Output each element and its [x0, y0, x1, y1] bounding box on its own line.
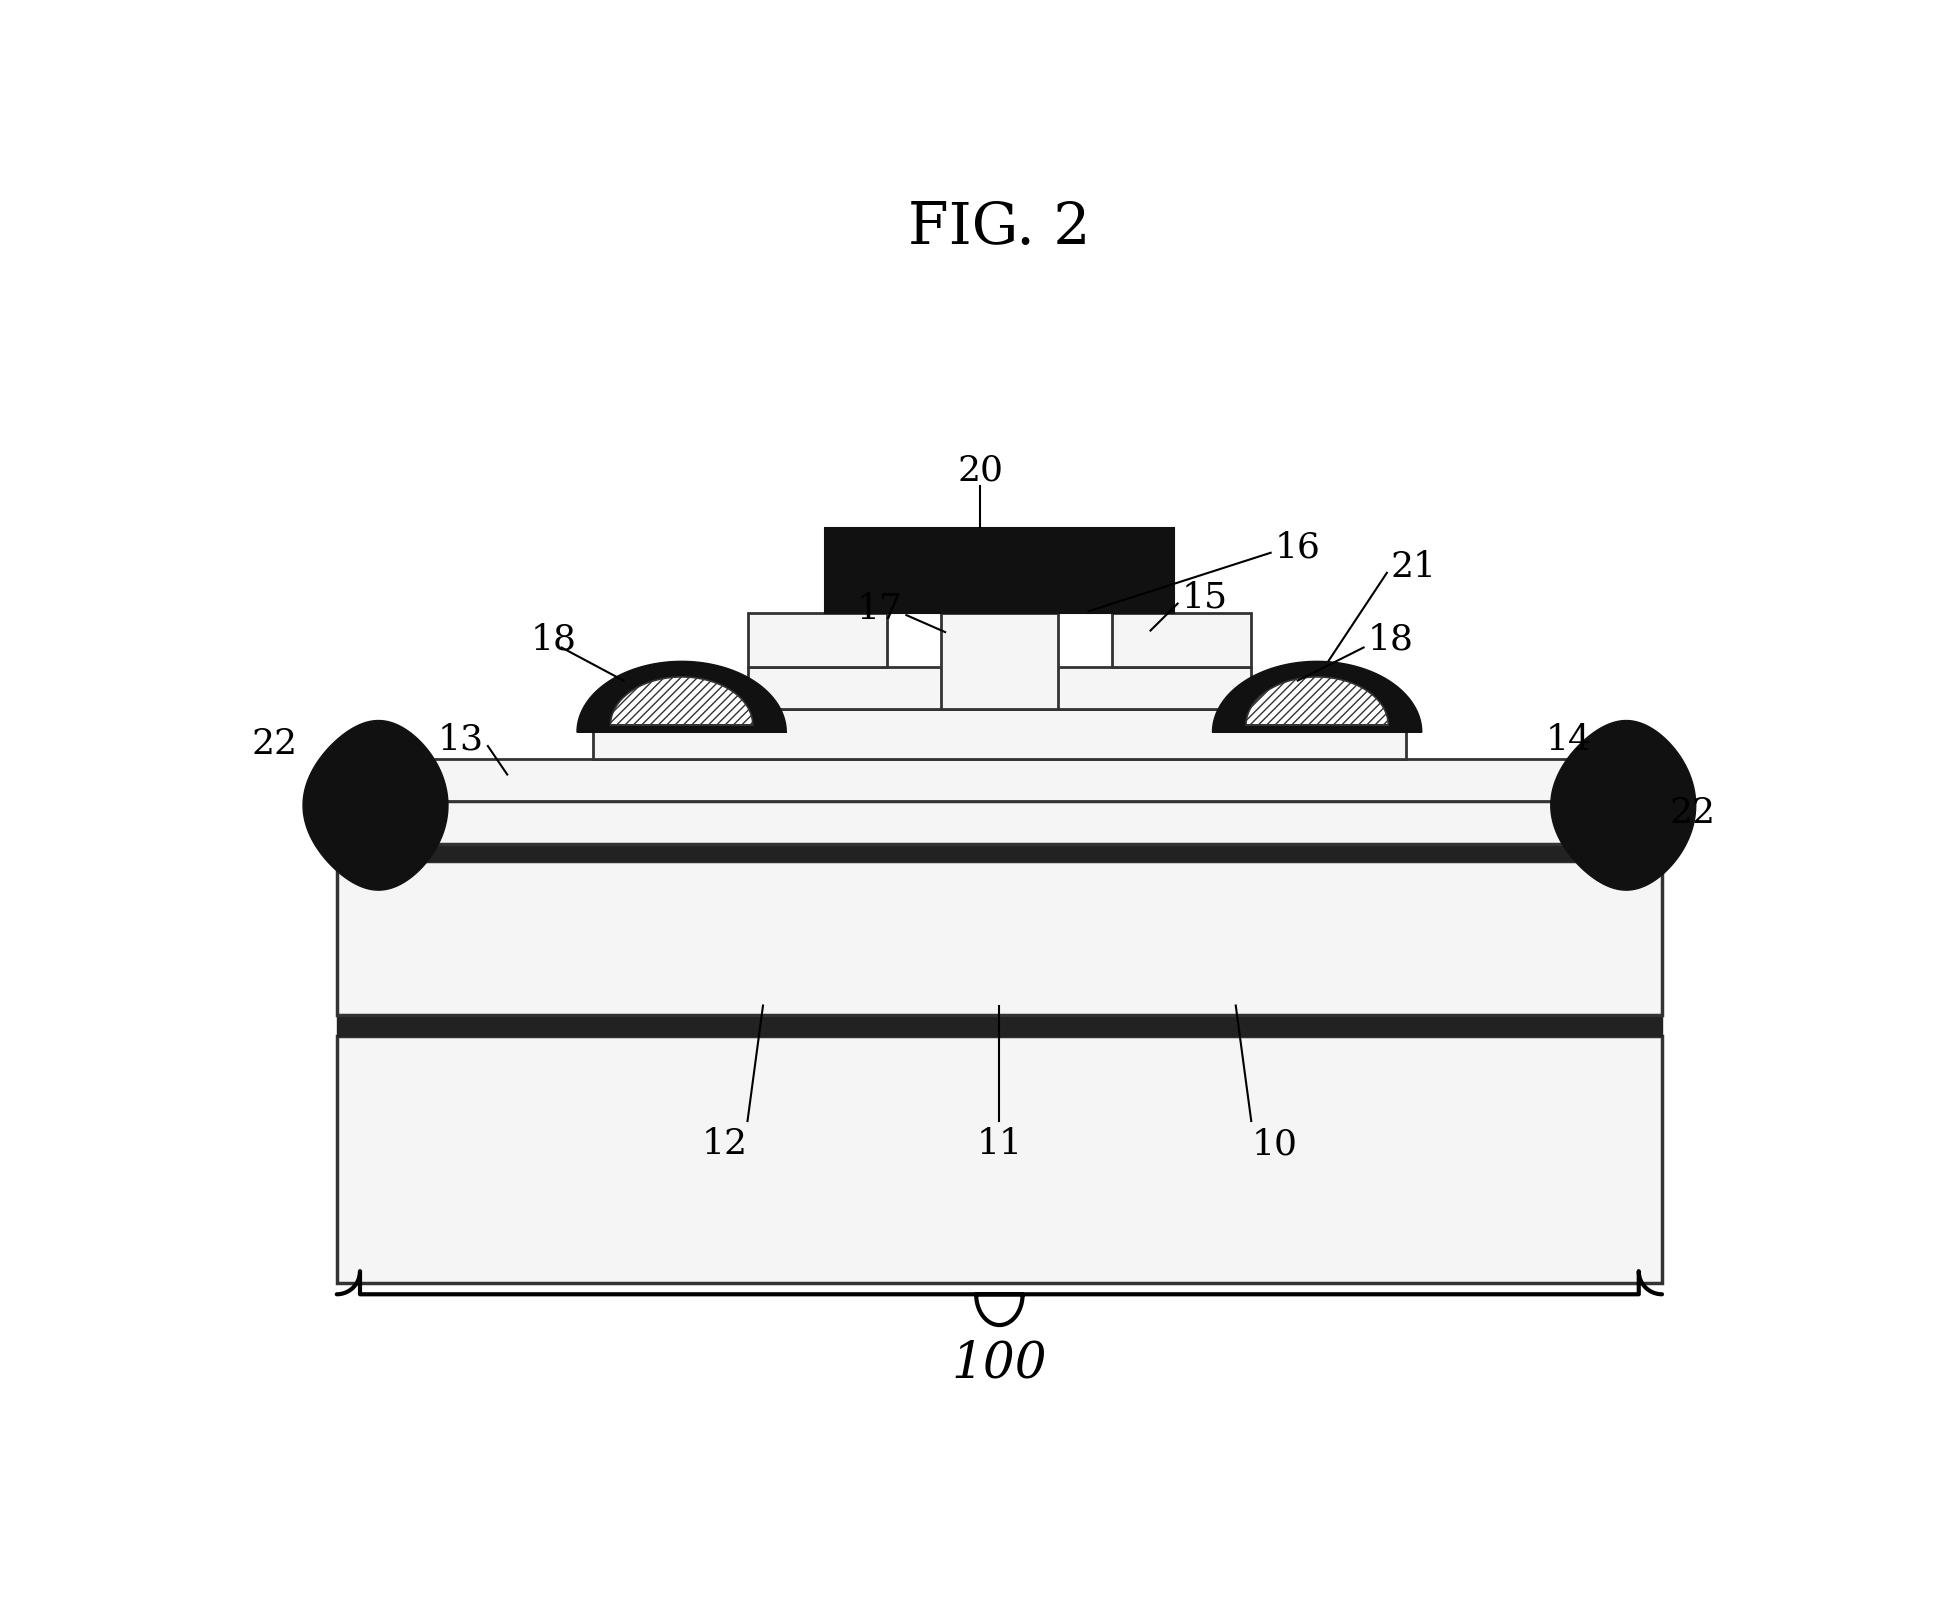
Polygon shape — [577, 661, 786, 731]
Text: FIG. 2: FIG. 2 — [909, 200, 1090, 256]
Polygon shape — [1246, 677, 1388, 725]
Bar — [747, 613, 887, 666]
Text: 13: 13 — [439, 723, 484, 757]
Text: 100: 100 — [952, 1338, 1047, 1388]
Polygon shape — [1550, 720, 1696, 890]
Bar — [747, 666, 1252, 709]
Text: 15: 15 — [1182, 580, 1228, 615]
Bar — [337, 861, 1661, 1014]
Text: 12: 12 — [702, 1127, 747, 1161]
Text: 11: 11 — [977, 1127, 1022, 1161]
Text: 16: 16 — [1275, 530, 1320, 564]
Bar — [337, 1036, 1661, 1282]
Polygon shape — [610, 677, 753, 725]
Polygon shape — [1213, 661, 1422, 731]
Bar — [942, 613, 1057, 709]
Text: 20: 20 — [957, 454, 1002, 487]
Bar — [337, 802, 1661, 843]
Bar — [337, 1014, 1661, 1036]
Bar — [593, 709, 1406, 759]
Text: 18: 18 — [1367, 623, 1414, 656]
Text: 18: 18 — [530, 623, 577, 656]
Text: 21: 21 — [1390, 549, 1437, 583]
Bar — [337, 843, 1661, 861]
Text: 14: 14 — [1546, 723, 1591, 757]
Bar — [337, 759, 1661, 802]
Bar — [1112, 613, 1252, 666]
Text: 22: 22 — [1669, 795, 1716, 830]
Bar — [825, 529, 1174, 613]
Polygon shape — [302, 720, 448, 890]
Text: 17: 17 — [856, 592, 903, 626]
Text: 22: 22 — [252, 727, 298, 760]
Text: 10: 10 — [1252, 1127, 1297, 1161]
